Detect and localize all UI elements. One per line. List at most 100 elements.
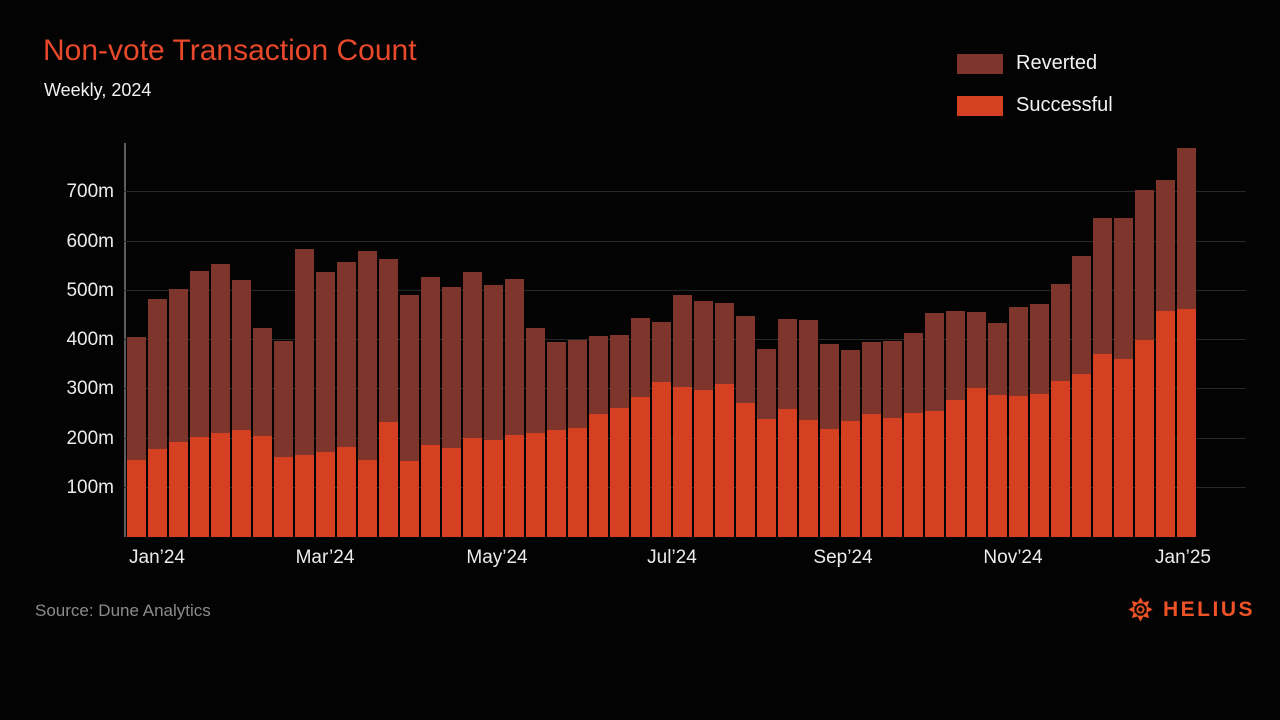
bar-segment-reverted [820, 343, 839, 429]
bar-segment-reverted [1093, 217, 1112, 354]
bar-segment-successful [190, 436, 209, 537]
bar-week-17 [463, 271, 482, 537]
bar-segment-reverted [169, 289, 188, 443]
bar-segment-successful [715, 384, 734, 537]
bar-segment-successful [610, 407, 629, 537]
x-tick-label: May’24 [466, 547, 528, 568]
bar-segment-reverted [1051, 284, 1070, 382]
bar-week-40 [946, 311, 965, 537]
bar-week-43 [1009, 307, 1028, 537]
bar-segment-successful [442, 448, 461, 537]
bar-segment-reverted [484, 284, 503, 440]
bar-week-4 [190, 271, 209, 537]
bar-segment-successful [253, 436, 272, 537]
bar-segment-successful [526, 432, 545, 537]
bar-week-26 [652, 321, 671, 537]
bar-segment-successful [484, 439, 503, 537]
plot-area [124, 143, 1246, 537]
bar-segment-successful [1093, 353, 1112, 537]
y-tick-label: 400m [66, 329, 114, 350]
bar-segment-successful [169, 442, 188, 537]
bar-segment-reverted [862, 341, 881, 414]
bar-segment-reverted [442, 287, 461, 449]
bar-segment-reverted [1072, 256, 1091, 375]
bar-segment-reverted [883, 341, 902, 419]
bar-segment-successful [673, 386, 692, 537]
bar-week-47 [1093, 217, 1112, 537]
bar-segment-reverted [673, 294, 692, 387]
y-tick-label: 200m [66, 427, 114, 449]
bar-segment-reverted [988, 322, 1007, 395]
bar-segment-reverted [316, 272, 335, 453]
bar-segment-successful [904, 413, 923, 537]
y-tick-label: 500m [66, 279, 114, 301]
bar-week-42 [988, 322, 1007, 537]
bar-segment-successful [1114, 358, 1133, 537]
bar-segment-successful [652, 381, 671, 537]
bar-week-16 [442, 287, 461, 537]
bar-week-38 [904, 333, 923, 537]
bar-segment-successful [757, 419, 776, 537]
bar-week-12 [358, 251, 377, 537]
bar-segment-reverted [400, 294, 419, 461]
bar-segment-successful [1072, 374, 1091, 537]
bar-segment-successful [400, 460, 419, 537]
bar-segment-reverted [1114, 217, 1133, 359]
bar-segment-reverted [715, 302, 734, 385]
bar-segment-reverted [568, 339, 587, 428]
bar-segment-successful [631, 396, 650, 537]
bar-segment-reverted [1135, 189, 1154, 340]
bar-segment-reverted [694, 301, 713, 391]
bar-week-22 [568, 339, 587, 537]
bar-segment-successful [694, 390, 713, 537]
bar-week-23 [589, 336, 608, 537]
bar-segment-successful [316, 452, 335, 537]
bar-segment-reverted [925, 312, 944, 412]
bar-segment-successful [379, 422, 398, 537]
bars [124, 143, 1196, 537]
bar-segment-successful [778, 409, 797, 537]
bar-segment-reverted [1030, 304, 1049, 395]
bar-segment-reverted [127, 337, 146, 460]
x-tick-label: Jan’24 [129, 547, 185, 568]
bar-week-31 [757, 348, 776, 537]
bar-segment-reverted [799, 319, 818, 420]
bar-week-24 [610, 334, 629, 537]
bar-segment-reverted [148, 299, 167, 450]
bar-week-30 [736, 315, 755, 537]
bar-segment-successful [946, 400, 965, 537]
legend-label-reverted: Reverted [1016, 52, 1098, 74]
bar-week-37 [883, 341, 902, 537]
bar-segment-reverted [904, 333, 923, 414]
helius-logo: HELIUS [1127, 596, 1255, 623]
bar-week-27 [673, 294, 692, 537]
bar-segment-reverted [946, 311, 965, 401]
bar-week-5 [211, 263, 230, 537]
bar-segment-reverted [211, 263, 230, 433]
bar-week-48 [1114, 217, 1133, 537]
bar-segment-successful [127, 459, 146, 537]
bar-week-7 [253, 328, 272, 537]
legend-swatch-reverted [957, 53, 1003, 74]
bar-segment-reverted [379, 258, 398, 423]
bar-segment-reverted [757, 348, 776, 420]
bar-week-49 [1135, 189, 1154, 537]
bar-segment-successful [232, 429, 251, 537]
bar-week-19 [505, 278, 524, 537]
bar-segment-reverted [232, 279, 251, 430]
bar-segment-successful [547, 429, 566, 537]
chart-subtitle: Weekly, 2024 [44, 80, 152, 100]
y-tick-label: 700m [66, 181, 114, 203]
bar-week-14 [400, 294, 419, 537]
bar-segment-reverted [589, 336, 608, 414]
x-tick-label: Sep’24 [813, 547, 873, 568]
legend-swatch-successful [957, 95, 1003, 116]
bar-segment-successful [463, 437, 482, 537]
helius-wordmark: HELIUS [1162, 597, 1255, 621]
bar-week-9 [295, 248, 314, 537]
bar-segment-reverted [778, 318, 797, 410]
bar-segment-successful [358, 459, 377, 537]
bar-week-41 [967, 311, 986, 537]
bar-segment-successful [148, 449, 167, 537]
